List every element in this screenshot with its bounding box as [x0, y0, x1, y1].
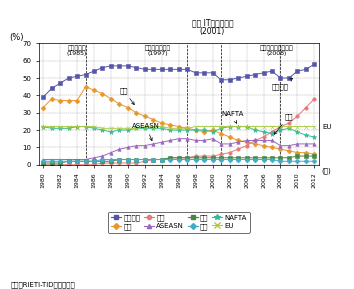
Text: (%): (%)	[9, 33, 24, 42]
Text: NAFTA: NAFTA	[221, 111, 244, 123]
Text: 資料：RIETI-TIDから作成。: 資料：RIETI-TIDから作成。	[11, 281, 75, 288]
Text: ASEASN: ASEASN	[132, 123, 160, 141]
Text: 米国 ITバブル崩壊: 米国 ITバブル崩壊	[192, 18, 233, 27]
Text: 東アジア: 東アジア	[272, 79, 292, 90]
Text: プラザ合意
(1985): プラザ合意 (1985)	[67, 45, 87, 56]
Text: (2001): (2001)	[200, 27, 225, 36]
Text: アジア通貨危機
(1997): アジア通貨危機 (1997)	[144, 45, 171, 56]
Text: 日本: 日本	[119, 87, 134, 105]
Text: 中国: 中国	[274, 113, 293, 134]
Legend: 東アジア, 日本, 中国, ASEASN, 韓国, 台湾, NAFTA, EU: 東アジア, 日本, 中国, ASEASN, 韓国, 台湾, NAFTA, EU	[108, 212, 250, 233]
Text: (年): (年)	[321, 167, 331, 174]
Text: EU: EU	[323, 124, 332, 129]
Text: リーマン・ショック
(2008): リーマン・ショック (2008)	[259, 45, 293, 56]
